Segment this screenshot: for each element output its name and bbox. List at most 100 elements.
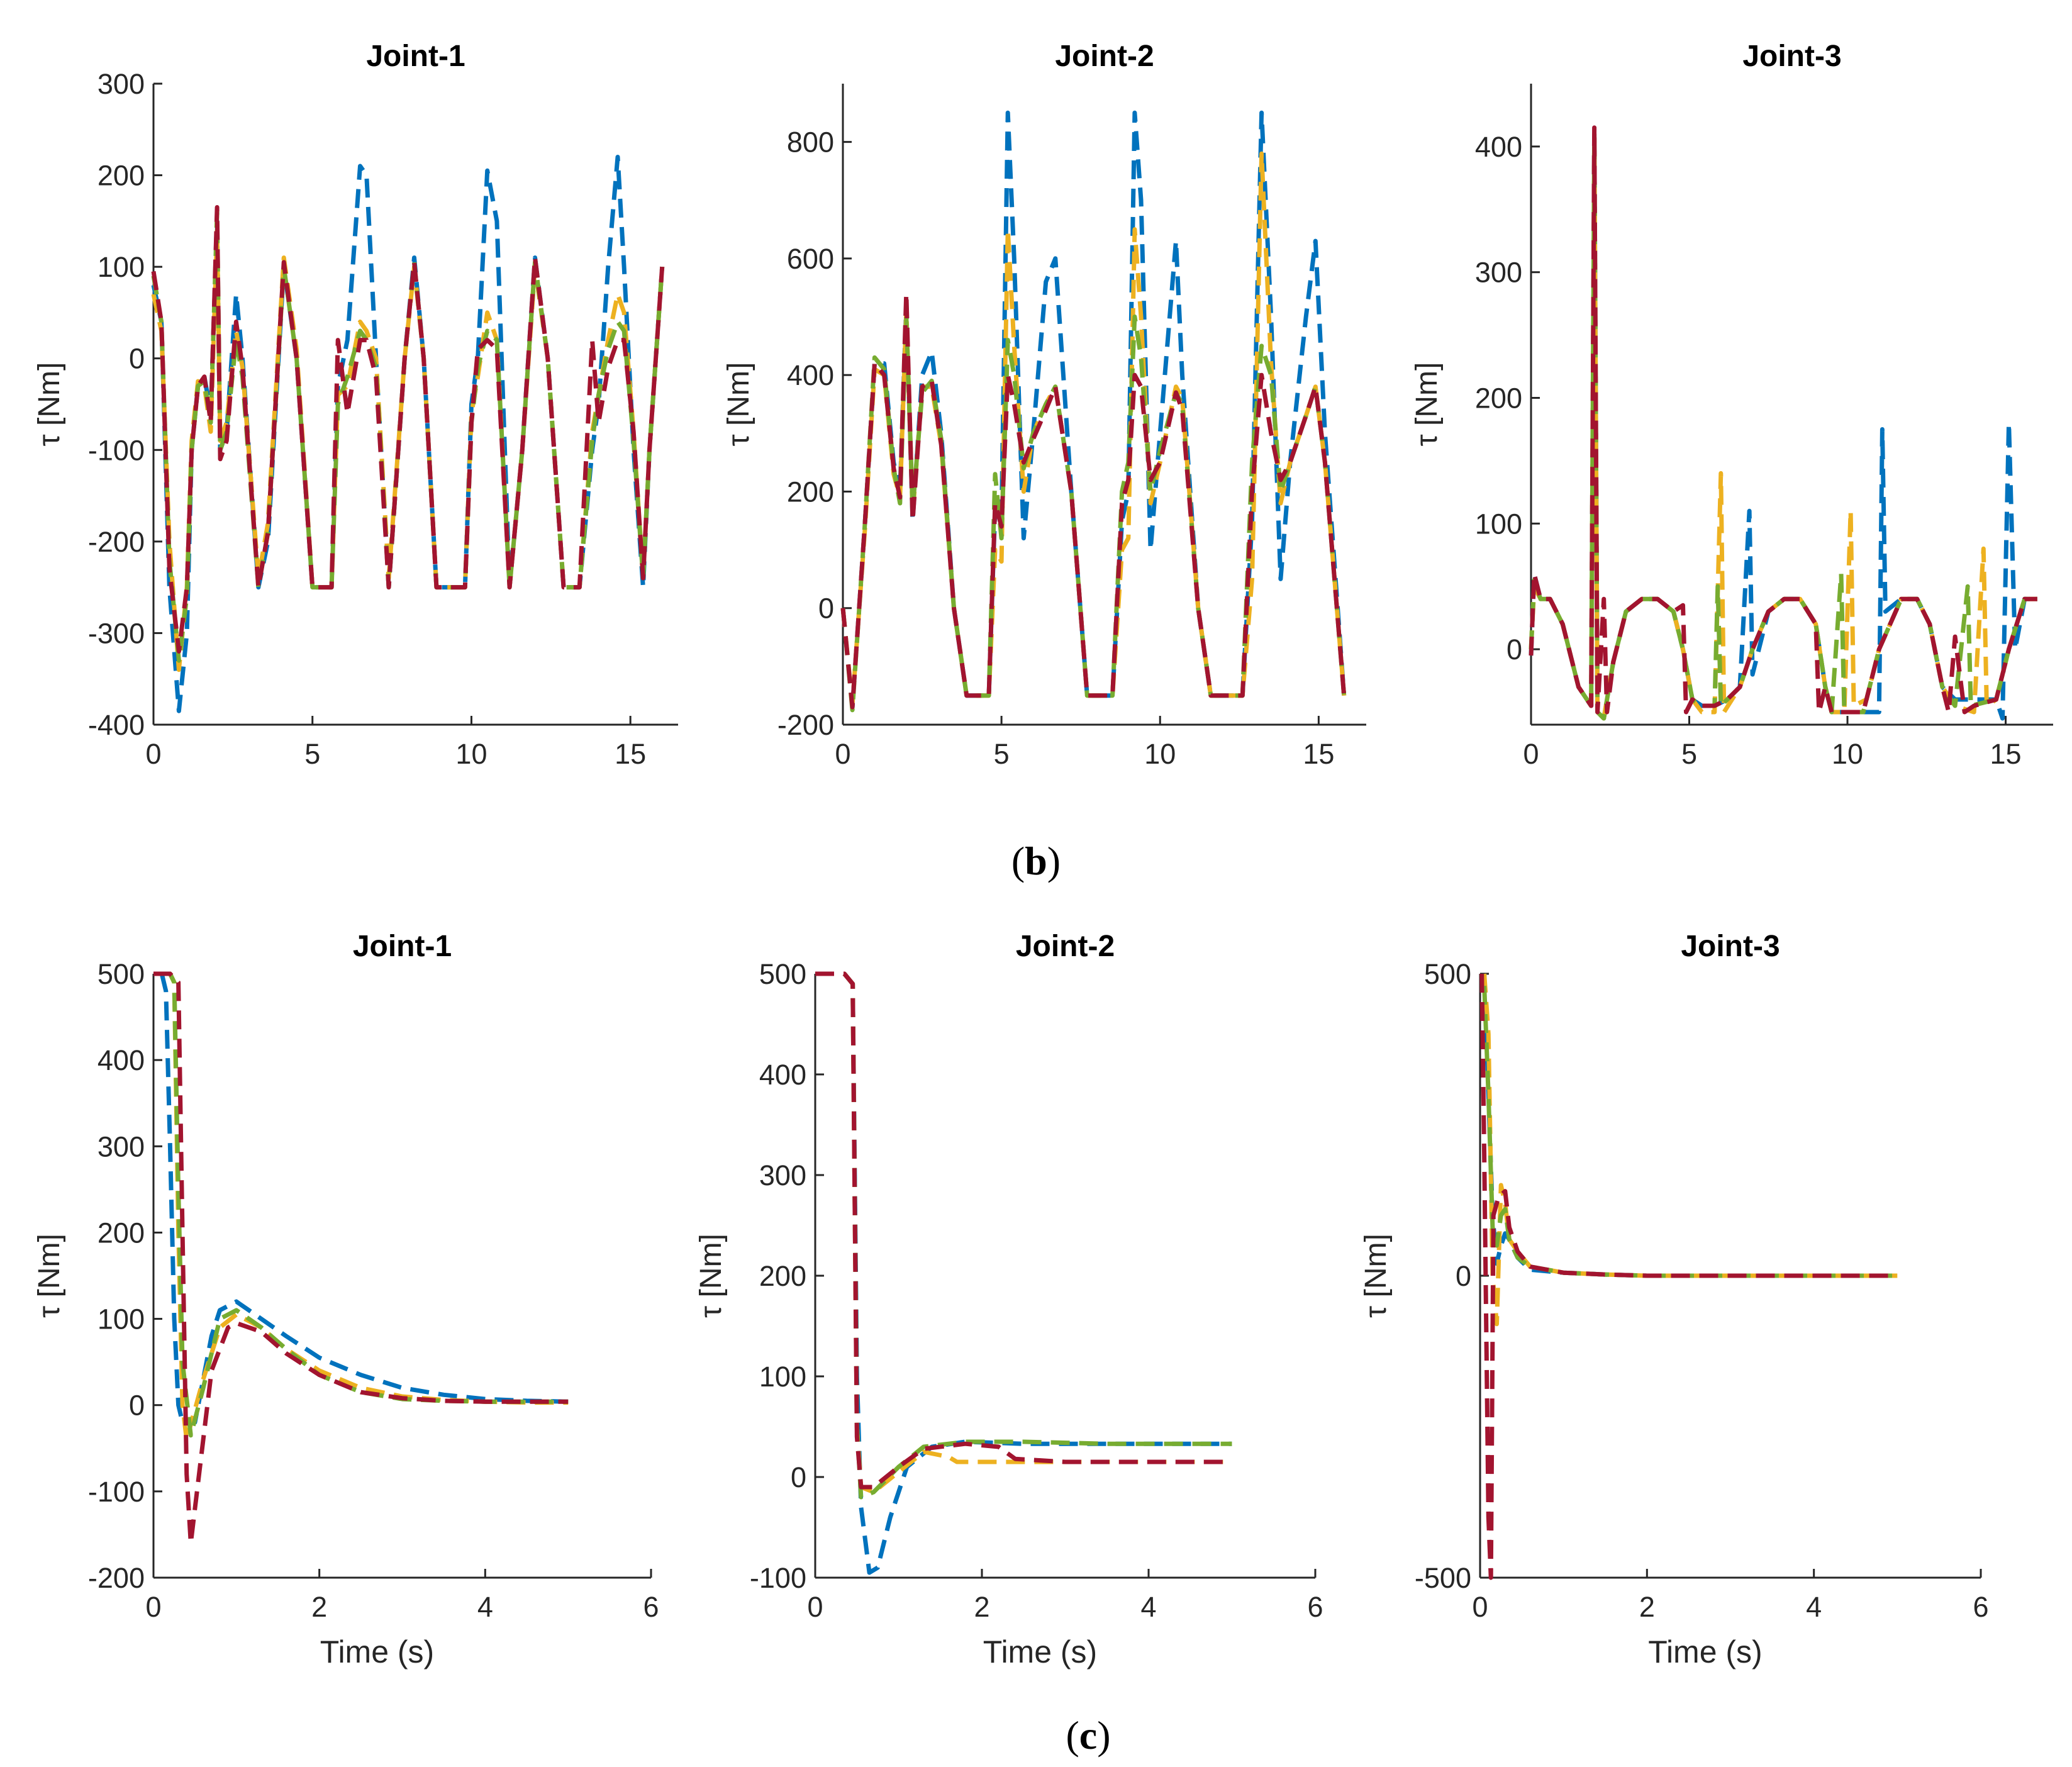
- series-line-1: [1482, 973, 1898, 1278]
- y-tick-label: -400: [88, 709, 145, 741]
- y-tick-label: 0: [129, 1390, 145, 1422]
- y-axis-label: τ [Nm]: [722, 362, 755, 447]
- x-tick-label: 5: [304, 738, 320, 770]
- series-line-3: [1529, 131, 2037, 721]
- x-axis-label: Time (s): [983, 1634, 1097, 1669]
- x-tick-label: 5: [1681, 738, 1697, 770]
- y-tick-label: 100: [1475, 508, 1522, 540]
- series-line-4: [840, 291, 1347, 710]
- x-tick-label: 5: [994, 738, 1010, 770]
- panel-label-c: (c): [1066, 1713, 1110, 1758]
- series-line-3: [815, 971, 1232, 1500]
- x-tick-label: 4: [1140, 1591, 1156, 1623]
- y-tick-label: 200: [759, 1260, 806, 1292]
- y-tick-label: 0: [1507, 633, 1522, 666]
- x-tick-label: 0: [145, 738, 161, 770]
- y-tick-label: 0: [129, 343, 145, 375]
- x-tick-label: 10: [1144, 738, 1176, 770]
- x-tick-label: 2: [1639, 1591, 1655, 1623]
- y-tick-label: 600: [787, 243, 834, 275]
- y-axis-label: τ [Nm]: [1359, 1234, 1393, 1318]
- series-line-2: [815, 971, 1232, 1495]
- chart-title: Joint-1: [353, 930, 452, 963]
- y-tick-label: 300: [97, 68, 145, 100]
- y-tick-label: 200: [97, 160, 145, 192]
- x-tick-label: 2: [311, 1591, 327, 1623]
- series-line-4: [1529, 125, 2037, 715]
- y-tick-label: 0: [791, 1461, 806, 1493]
- y-axis-label: τ [Nm]: [1410, 362, 1444, 447]
- y-tick-label: 200: [1475, 382, 1522, 415]
- series-line-3: [1482, 986, 1898, 1278]
- y-tick-label: -100: [750, 1562, 806, 1594]
- y-tick-label: -100: [88, 1476, 145, 1508]
- series-line-3: [840, 315, 1347, 713]
- x-tick-label: 15: [1990, 738, 2022, 770]
- x-tick-label: 0: [1472, 1591, 1488, 1623]
- x-tick-label: 10: [455, 738, 487, 770]
- series-line-4: [1479, 973, 1898, 1580]
- y-tick-label: 400: [759, 1059, 806, 1091]
- series-line-1: [840, 110, 1347, 710]
- series-line-1: [159, 973, 569, 1425]
- x-tick-label: 0: [807, 1591, 823, 1623]
- y-axis-label: τ [Nm]: [33, 1234, 66, 1318]
- x-tick-label: 4: [1806, 1591, 1822, 1623]
- series-line-4: [815, 971, 1232, 1490]
- y-tick-label: 100: [97, 1303, 145, 1335]
- panel-label-b: (b): [1011, 839, 1061, 883]
- x-tick-label: 10: [1832, 738, 1863, 770]
- y-tick-label: 400: [787, 359, 834, 391]
- x-tick-label: 4: [477, 1591, 493, 1623]
- y-axis-label: τ [Nm]: [694, 1234, 728, 1318]
- y-tick-label: 0: [1456, 1260, 1471, 1292]
- y-tick-label: 300: [759, 1159, 806, 1191]
- x-axis-label: Time (s): [320, 1634, 434, 1669]
- y-tick-label: -300: [88, 617, 145, 649]
- x-tick-label: 0: [145, 1591, 161, 1623]
- x-tick-label: 6: [1307, 1591, 1323, 1623]
- y-tick-label: 500: [1424, 958, 1471, 990]
- chart-title: Joint-1: [366, 40, 465, 73]
- y-tick-label: -200: [88, 1562, 145, 1594]
- chart-c-joint-1: -200 -100 0 100 200 300 400 500 0 2 4 6 Joint-1 τ [Nm…: [33, 930, 659, 1669]
- x-tick-label: 2: [974, 1591, 989, 1623]
- x-tick-label: 15: [1303, 738, 1334, 770]
- series-line-3: [162, 971, 569, 1438]
- y-tick-label: 100: [97, 251, 145, 283]
- series-line-2: [162, 971, 569, 1442]
- x-tick-label: 0: [1523, 738, 1539, 770]
- y-tick-label: 200: [787, 476, 834, 508]
- y-tick-label: 800: [787, 126, 834, 159]
- chart-b-joint-3: 0 100 200 300 400 0 5 10 15 Joint-3 τ [Nm]: [1410, 40, 2053, 770]
- x-tick-label: 0: [835, 738, 850, 770]
- y-tick-label: 500: [97, 958, 145, 990]
- series-line-1: [815, 971, 1232, 1575]
- y-tick-label: -500: [1415, 1562, 1471, 1594]
- chart-b-joint-1: -400 -300 -200 -100 0 100 200 300 0 5 10 15 Joint-1 τ…: [33, 40, 678, 770]
- chart-title: Joint-2: [1055, 40, 1154, 73]
- y-axis-label: τ [Nm]: [33, 362, 66, 447]
- x-tick-label: 6: [643, 1591, 659, 1623]
- y-tick-label: 400: [1475, 131, 1522, 163]
- chart-title: Joint-3: [1681, 930, 1780, 963]
- x-tick-label: 6: [1973, 1591, 1988, 1623]
- chart-title: Joint-3: [1742, 40, 1841, 73]
- y-tick-label: 300: [1475, 257, 1522, 289]
- y-tick-label: 100: [759, 1361, 806, 1393]
- y-tick-label: -200: [777, 709, 834, 741]
- y-tick-label: 200: [97, 1217, 145, 1249]
- x-axis-label: Time (s): [1648, 1634, 1762, 1669]
- y-tick-label: 300: [97, 1130, 145, 1162]
- series-line-4: [153, 971, 569, 1546]
- series-line-4: [151, 205, 665, 654]
- y-tick-label: 0: [818, 593, 834, 625]
- y-tick-label: 400: [97, 1044, 145, 1076]
- y-tick-label: -100: [88, 434, 145, 466]
- y-tick-label: -200: [88, 526, 145, 558]
